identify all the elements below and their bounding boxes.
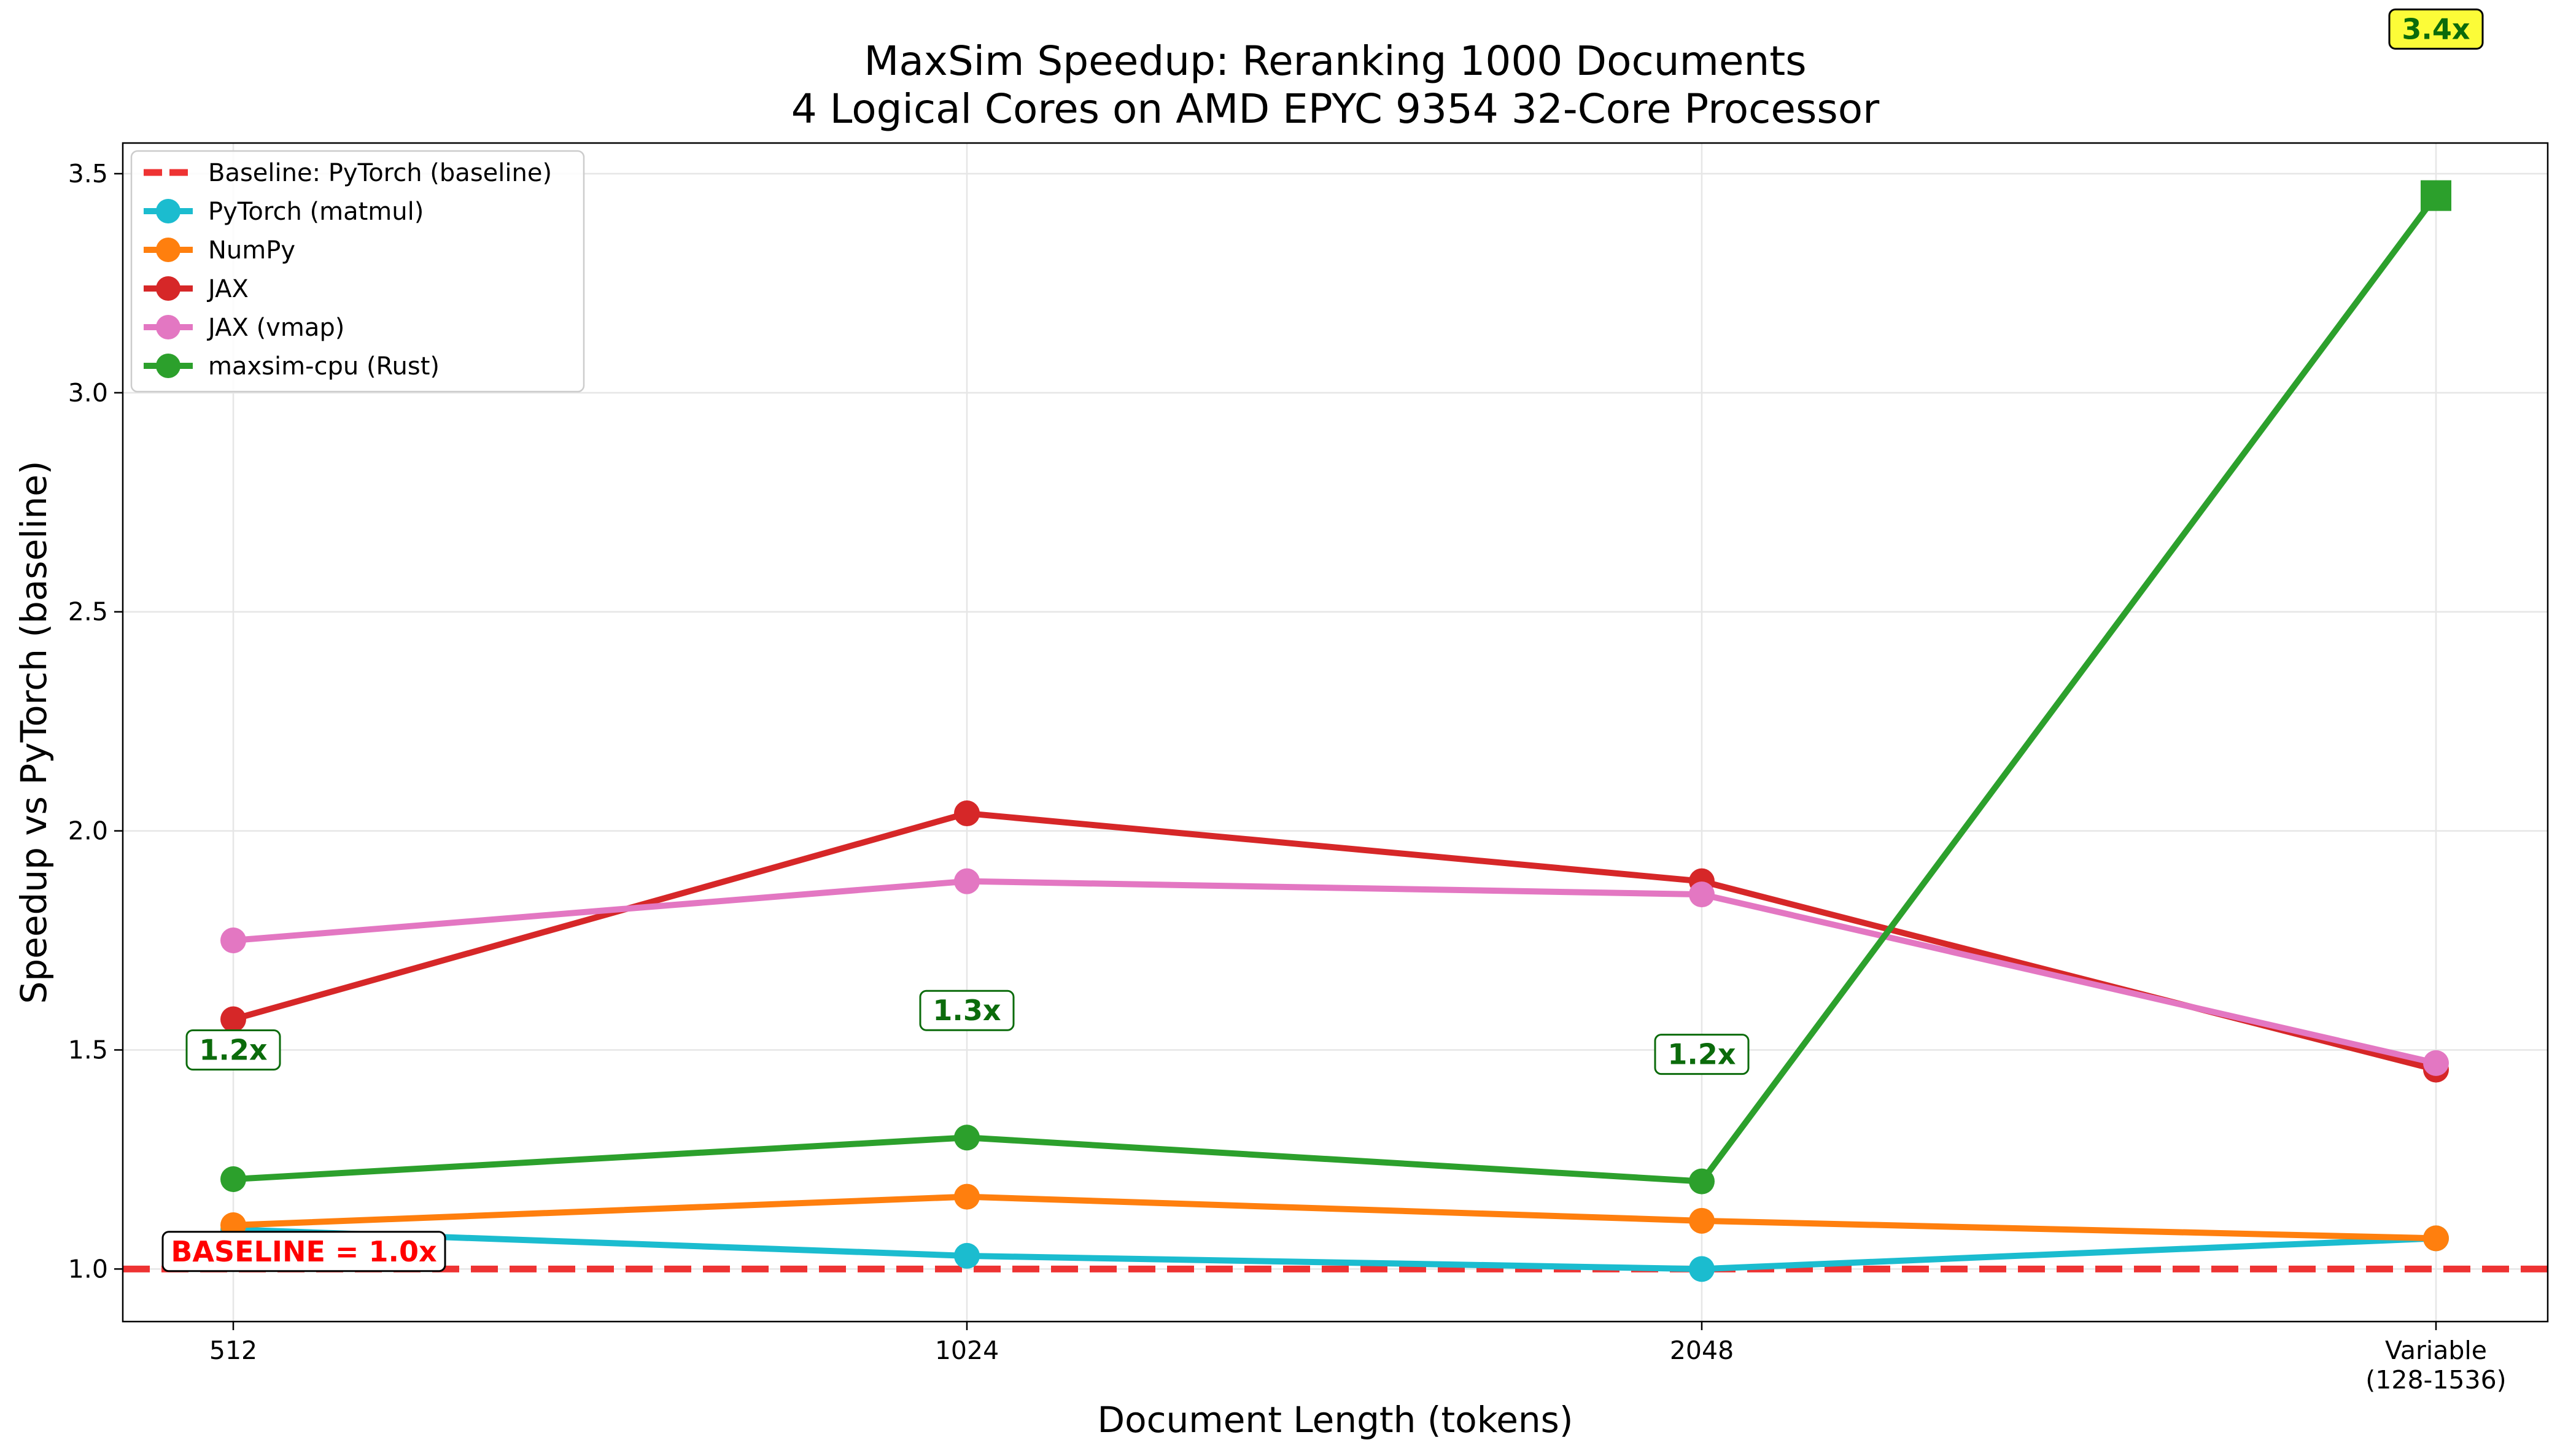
- annotation-1: 1.3x: [919, 989, 1015, 1031]
- annotation-text-4: BASELINE = 1.0x: [171, 1235, 436, 1268]
- series-2-point-0: [220, 1006, 246, 1032]
- annotation-box-1: [919, 989, 1015, 1031]
- annotation-3: 3.4x: [2388, 8, 2484, 50]
- plot-frame: [122, 142, 2549, 1323]
- legend-entry-5: maxsim-cpu (Rust): [144, 352, 440, 381]
- annotation-0: 1.2x: [185, 1029, 281, 1071]
- x-tick-label-3: Variable (128-1536): [2365, 1336, 2506, 1395]
- legend-entry-1: PyTorch (matmul): [144, 198, 424, 226]
- chart-title-line-1: MaxSim Speedup: Reranking 1000 Documents: [864, 37, 1806, 85]
- series-line-0: [233, 1226, 2437, 1272]
- y-tick-label-2: 2.0: [68, 816, 108, 846]
- legend-entry-3: JAX: [144, 275, 249, 303]
- series-4: [220, 180, 2451, 1195]
- series-line-3: [233, 878, 2437, 1066]
- series-3-point-3: [2423, 1050, 2449, 1076]
- annotation-box-3: [2388, 8, 2484, 50]
- legend-marker-4: [156, 315, 180, 339]
- legend-label-4: JAX (vmap): [206, 314, 344, 342]
- y-tick-label-3: 2.5: [68, 597, 108, 627]
- series-line-1: [233, 1193, 2437, 1242]
- series-2-point-1: [954, 800, 980, 827]
- series-1-point-1: [954, 1183, 980, 1210]
- legend-entry-2: NumPy: [144, 236, 295, 265]
- annotation-text-0: 1.2x: [199, 1033, 267, 1066]
- legend-marker-3: [156, 276, 180, 301]
- legend-label-3: JAX: [206, 275, 249, 303]
- annotation-text-1: 1.3x: [933, 994, 1001, 1027]
- legend-label-2: NumPy: [208, 236, 295, 265]
- series-4-point-2: [1689, 1168, 1715, 1195]
- y-tick-label-0: 1.0: [68, 1254, 108, 1284]
- y-axis-ticks: 1.0 1.5 2.0 2.5 3.0 3.5: [68, 159, 123, 1284]
- series-layer: [123, 180, 2548, 1282]
- series-0-point-1: [954, 1242, 980, 1269]
- legend-marker-1: [156, 199, 180, 223]
- annotation-text-3: 3.4x: [2402, 12, 2470, 45]
- legend-marker-2: [156, 238, 180, 262]
- series-4-point-1: [954, 1125, 980, 1151]
- series-3: [220, 868, 2449, 1076]
- series-1-point-2: [1689, 1207, 1715, 1234]
- series-3-point-0: [220, 927, 246, 954]
- annotation-2: 1.2x: [1654, 1034, 1750, 1075]
- y-axis-label: Speedup vs PyTorch (baseline): [13, 460, 55, 1004]
- legend: Baseline: PyTorch (baseline) PyTorch (mat…: [130, 150, 585, 393]
- series-line-2: [232, 810, 2437, 1073]
- series-2: [220, 800, 2449, 1083]
- annotation-box-4: [161, 1231, 446, 1272]
- series-1-point-3: [2423, 1225, 2449, 1252]
- series-0-point-2: [1689, 1256, 1715, 1282]
- series-3-point-1: [954, 868, 980, 894]
- legend-entry-0: Baseline: PyTorch (baseline): [144, 159, 552, 187]
- annotation-box-2: [1654, 1034, 1750, 1075]
- legend-label-1: PyTorch (matmul): [208, 198, 424, 226]
- x-tick-label-2: 2048: [1670, 1336, 1734, 1365]
- series-3-point-2: [1689, 881, 1715, 908]
- legend-entry-4: JAX (vmap): [144, 314, 344, 342]
- series-1: [220, 1183, 2449, 1252]
- series-line-4: [233, 193, 2439, 1185]
- legend-label-0: Baseline: PyTorch (baseline): [208, 159, 552, 187]
- annotation-text-2: 1.2x: [1667, 1038, 1736, 1071]
- series-4-point-0: [220, 1166, 246, 1193]
- chart-title-line-2: 4 Logical Cores on AMD EPYC 9354 32-Core…: [791, 85, 1880, 133]
- legend-box: [130, 150, 585, 393]
- x-axis-ticks: 512 1024 2048 Variable (128-1536): [209, 1322, 2507, 1395]
- annotation-box-0: [185, 1029, 281, 1071]
- legend-label-5: maxsim-cpu (Rust): [208, 352, 440, 381]
- annotation-4: BASELINE = 1.0x: [161, 1231, 446, 1272]
- y-tick-label-5: 3.5: [68, 159, 108, 188]
- x-tick-label-0: 512: [209, 1336, 257, 1365]
- series-4-point-3: [2421, 180, 2451, 211]
- x-tick-label-1: 1024: [935, 1336, 999, 1365]
- legend-marker-5: [156, 354, 180, 378]
- y-tick-label-1: 1.5: [68, 1035, 108, 1064]
- x-axis-label: Document Length (tokens): [1097, 1399, 1573, 1441]
- y-tick-label-4: 3.0: [68, 378, 108, 408]
- annotations: 1.2x 1.3x 1.2x 3.4x BASELINE = 1.0x: [161, 8, 2484, 1272]
